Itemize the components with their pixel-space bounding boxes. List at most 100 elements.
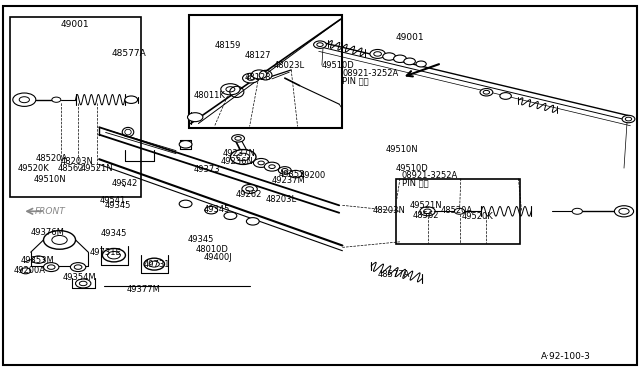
- Text: 48203N: 48203N: [372, 206, 405, 215]
- Circle shape: [79, 281, 87, 286]
- Circle shape: [44, 231, 76, 249]
- Text: 08921-3252A: 08921-3252A: [342, 69, 399, 78]
- Circle shape: [374, 52, 381, 56]
- Text: 48023L: 48023L: [274, 61, 305, 70]
- Text: 49236N: 49236N: [221, 157, 253, 166]
- Circle shape: [108, 251, 120, 259]
- Text: 48520A: 48520A: [35, 154, 67, 163]
- Circle shape: [483, 90, 490, 94]
- Circle shape: [74, 265, 82, 269]
- Text: 48011K: 48011K: [193, 92, 225, 100]
- Circle shape: [269, 165, 275, 169]
- Text: A·92-100-3: A·92-100-3: [541, 352, 591, 361]
- Circle shape: [282, 169, 288, 172]
- Text: PIN ピン: PIN ピン: [402, 179, 429, 187]
- Circle shape: [242, 185, 257, 193]
- Text: 49400J: 49400J: [204, 253, 232, 262]
- Text: 49542: 49542: [112, 179, 138, 187]
- Text: 49345: 49345: [105, 201, 131, 210]
- Circle shape: [247, 76, 255, 80]
- Text: 48203N: 48203N: [61, 157, 93, 166]
- Text: 48159: 48159: [215, 41, 241, 50]
- Text: 49520K: 49520K: [462, 212, 494, 221]
- Circle shape: [614, 206, 634, 217]
- Circle shape: [205, 206, 218, 214]
- Circle shape: [404, 58, 415, 65]
- Text: 49520K: 49520K: [18, 164, 50, 173]
- Text: 48127: 48127: [244, 51, 271, 60]
- Text: 48520A: 48520A: [440, 206, 472, 215]
- Circle shape: [44, 263, 59, 272]
- Text: 49510D: 49510D: [322, 61, 355, 70]
- Circle shape: [179, 200, 192, 208]
- Text: 48203L: 48203L: [266, 195, 297, 203]
- Circle shape: [232, 135, 244, 142]
- Text: 49377M: 49377M: [127, 285, 161, 294]
- Circle shape: [278, 167, 291, 174]
- Circle shape: [13, 93, 36, 106]
- Circle shape: [144, 258, 164, 270]
- Text: 49001: 49001: [396, 33, 424, 42]
- Circle shape: [179, 141, 192, 148]
- Text: 48577A: 48577A: [378, 270, 410, 279]
- Text: 49510D: 49510D: [396, 164, 428, 173]
- Text: 49001: 49001: [61, 20, 90, 29]
- Text: 49510N: 49510N: [385, 145, 418, 154]
- Circle shape: [625, 117, 632, 121]
- Circle shape: [619, 208, 629, 214]
- Text: 49345: 49345: [204, 205, 230, 214]
- Circle shape: [252, 70, 267, 79]
- Text: 49376M: 49376M: [31, 228, 65, 237]
- Text: 49200: 49200: [300, 171, 326, 180]
- Circle shape: [416, 61, 426, 67]
- Text: 49200A: 49200A: [14, 266, 46, 275]
- Text: PIN ピン: PIN ピン: [342, 77, 369, 86]
- Text: FRONT: FRONT: [35, 207, 66, 216]
- Circle shape: [221, 84, 240, 95]
- Text: 49345: 49345: [188, 235, 214, 244]
- Circle shape: [394, 55, 406, 62]
- Circle shape: [235, 137, 241, 140]
- Circle shape: [246, 218, 259, 225]
- Circle shape: [76, 279, 91, 288]
- Circle shape: [500, 93, 511, 99]
- Circle shape: [253, 158, 269, 167]
- Circle shape: [480, 89, 493, 96]
- Circle shape: [70, 263, 86, 272]
- Bar: [396, 179, 520, 244]
- Circle shape: [572, 208, 582, 214]
- Text: 49541: 49541: [100, 196, 126, 205]
- Circle shape: [224, 212, 237, 219]
- Circle shape: [383, 53, 396, 60]
- Text: 49345: 49345: [101, 229, 127, 238]
- Text: 49521N: 49521N: [410, 201, 442, 210]
- Circle shape: [19, 97, 29, 103]
- Circle shape: [47, 265, 55, 269]
- Text: 49237M: 49237M: [272, 176, 306, 185]
- Text: 49731: 49731: [144, 260, 170, 269]
- Bar: [189, 15, 342, 128]
- Circle shape: [314, 41, 326, 48]
- Text: 49354M: 49354M: [63, 273, 97, 282]
- Text: 49731E: 49731E: [90, 248, 122, 257]
- Circle shape: [424, 209, 431, 214]
- Circle shape: [289, 170, 302, 178]
- Text: 48562: 48562: [413, 211, 439, 219]
- Circle shape: [243, 73, 259, 83]
- Circle shape: [32, 256, 45, 263]
- Circle shape: [258, 161, 264, 165]
- Circle shape: [264, 162, 280, 171]
- Text: 49353M: 49353M: [21, 256, 55, 265]
- Text: 48128: 48128: [244, 73, 271, 82]
- Text: 49373: 49373: [193, 165, 220, 174]
- Circle shape: [52, 97, 61, 102]
- Circle shape: [370, 49, 385, 58]
- Text: 48562: 48562: [58, 164, 84, 173]
- Circle shape: [52, 235, 67, 244]
- Text: 49521N: 49521N: [81, 164, 113, 173]
- Circle shape: [246, 187, 253, 191]
- Circle shape: [149, 261, 159, 267]
- Text: 49353: 49353: [278, 170, 305, 179]
- Text: 48010D: 48010D: [195, 246, 228, 254]
- Circle shape: [454, 208, 465, 214]
